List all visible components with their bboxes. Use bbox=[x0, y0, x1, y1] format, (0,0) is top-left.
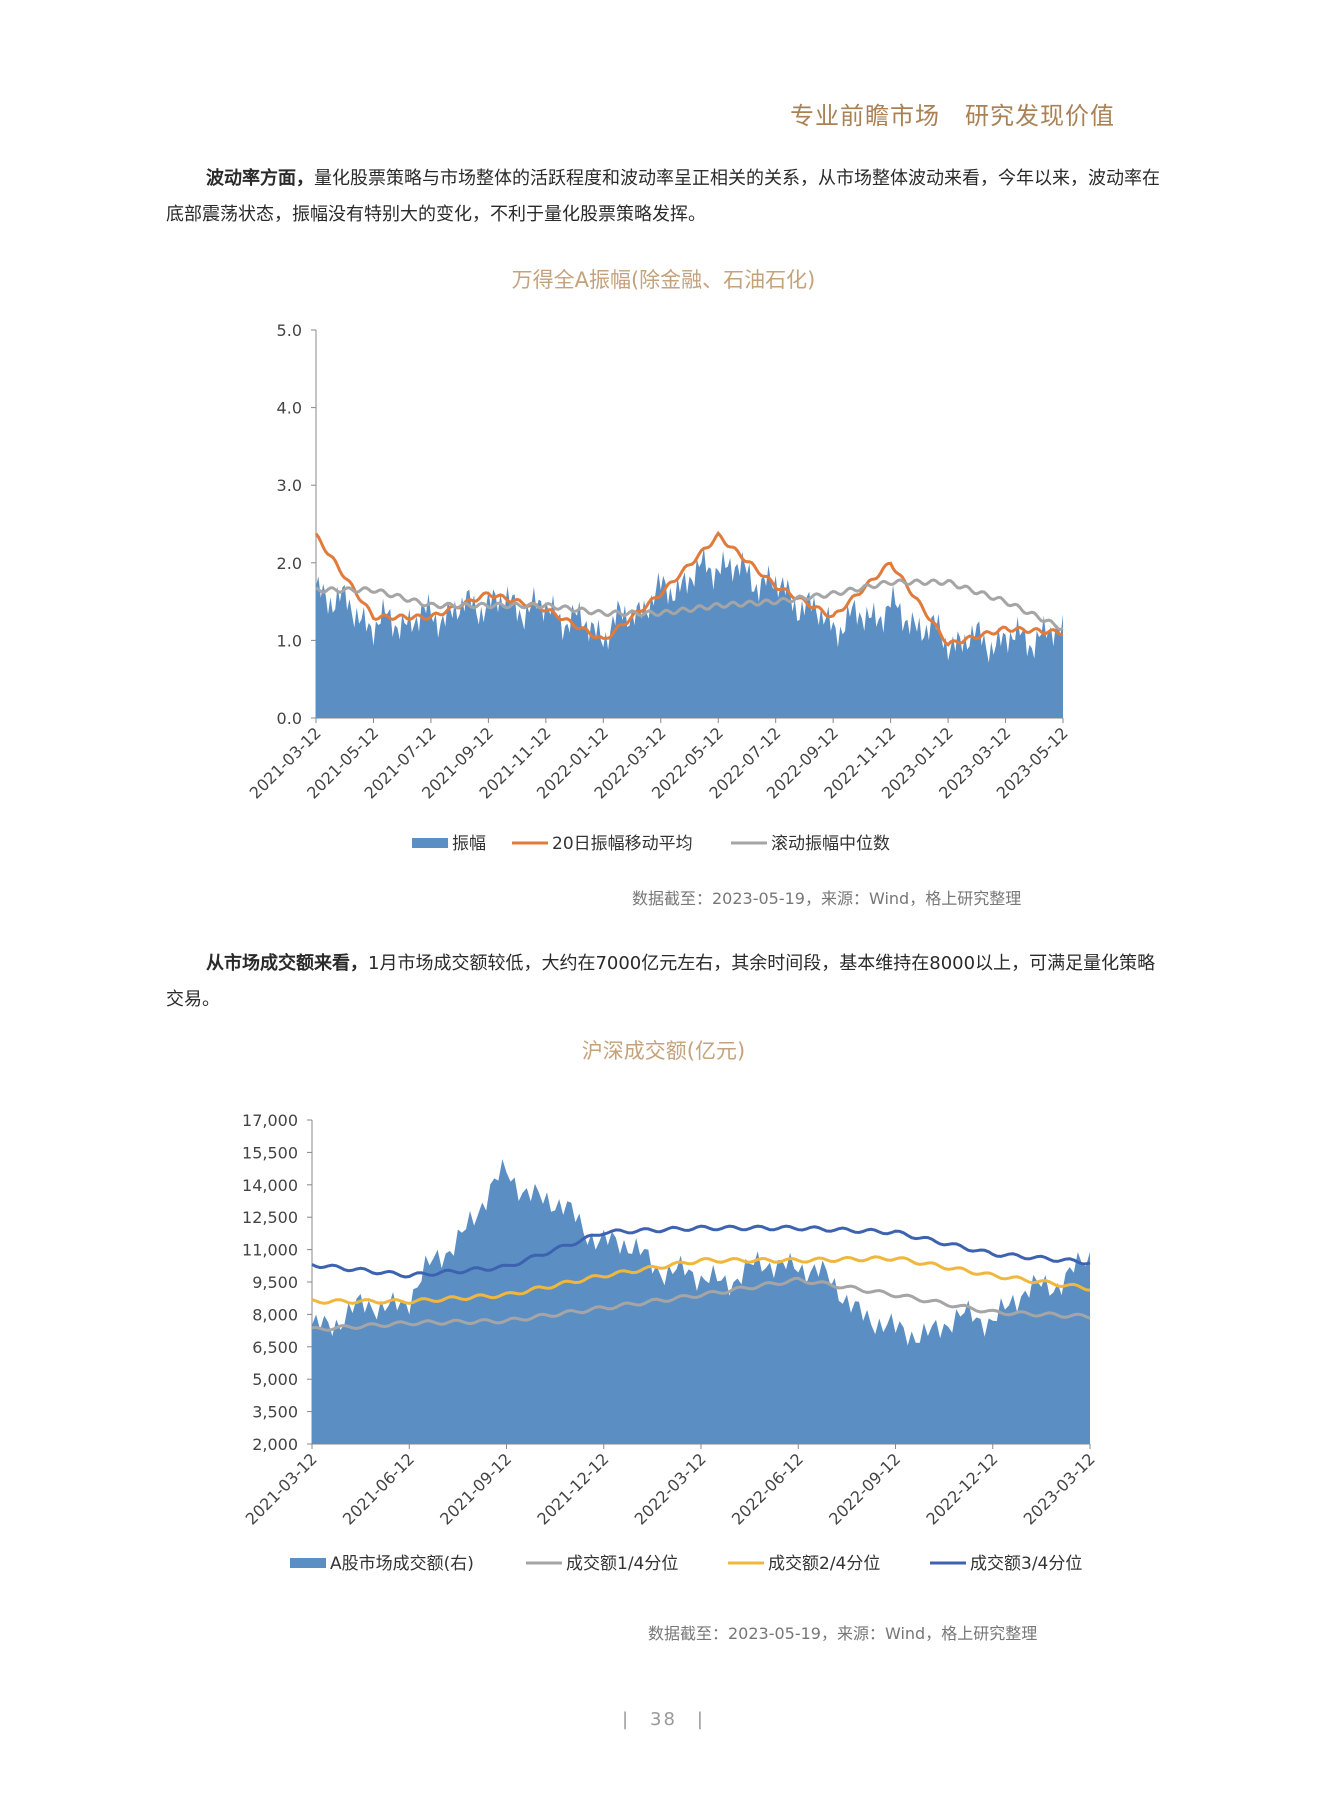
legend-swatch bbox=[290, 1558, 326, 1568]
y-tick-label: 0.0 bbox=[277, 709, 302, 728]
y-tick-label: 4.0 bbox=[277, 399, 302, 418]
series-line-1 bbox=[311, 1276, 1091, 1332]
series-line-1 bbox=[314, 530, 1064, 647]
series-line-3 bbox=[311, 1224, 1091, 1279]
x-tick-label: 2021-06-12 bbox=[339, 1449, 418, 1528]
header-slogan: 专业前瞻市场 研究发现价值 bbox=[790, 102, 1115, 130]
series-area-0 bbox=[312, 1159, 1090, 1444]
x-tick-label: 2022-12-12 bbox=[922, 1449, 1001, 1528]
y-tick-label: 2,000 bbox=[252, 1435, 298, 1454]
x-tick-label: 2021-09-12 bbox=[436, 1449, 515, 1528]
series-line-2 bbox=[315, 578, 1064, 631]
y-tick-label: 11,000 bbox=[242, 1241, 298, 1260]
x-tick-label: 2021-12-12 bbox=[533, 1449, 612, 1528]
chart1-source: 数据截至：2023-05-19，来源：Wind，格上研究整理 bbox=[632, 889, 1022, 908]
y-tick-label: 8,000 bbox=[252, 1305, 298, 1324]
series-area-0 bbox=[316, 547, 1063, 718]
legend-label: 成交额1/4分位 bbox=[566, 1554, 678, 1574]
legend-label: A股市场成交额(右) bbox=[330, 1554, 474, 1574]
legend-label: 振幅 bbox=[452, 834, 486, 854]
paragraph-lead: 波动率方面， bbox=[206, 168, 314, 189]
page-number: | 38 | bbox=[621, 1709, 706, 1730]
series-line-2 bbox=[311, 1255, 1091, 1305]
paragraph-text: 量化股票策略与市场整体的活跃程度和波动率呈正相关的关系，从市场整体波动来看，今年… bbox=[166, 168, 1160, 225]
paragraph-turnover: 从市场成交额来看，1月市场成交额较低，大约在7000亿元左右，其余时间段，基本维… bbox=[166, 946, 1166, 1018]
legend-label: 成交额3/4分位 bbox=[970, 1554, 1082, 1574]
chart2-title: 沪深成交额(亿元) bbox=[581, 1039, 746, 1063]
x-tick-label: 2022-03-12 bbox=[631, 1449, 710, 1528]
y-tick-label: 15,500 bbox=[242, 1143, 298, 1162]
y-tick-label: 9,500 bbox=[252, 1273, 298, 1292]
legend-label: 20日振幅移动平均 bbox=[552, 834, 693, 854]
x-tick-label: 2022-06-12 bbox=[728, 1449, 807, 1528]
y-tick-label: 5,000 bbox=[252, 1370, 298, 1389]
y-tick-label: 2.0 bbox=[277, 554, 302, 573]
y-tick-label: 6,500 bbox=[252, 1338, 298, 1357]
y-tick-label: 3.0 bbox=[277, 476, 302, 495]
y-tick-label: 14,000 bbox=[242, 1176, 298, 1195]
y-tick-label: 17,000 bbox=[242, 1111, 298, 1130]
paragraph-volatility: 波动率方面，量化股票策略与市场整体的活跃程度和波动率呈正相关的关系，从市场整体波… bbox=[166, 161, 1166, 233]
legend-label: 滚动振幅中位数 bbox=[771, 834, 890, 854]
paragraph-lead: 从市场成交额来看， bbox=[206, 953, 368, 974]
legend-swatch bbox=[412, 838, 448, 848]
x-tick-label: 2023-03-12 bbox=[1020, 1449, 1099, 1528]
y-tick-label: 5.0 bbox=[277, 321, 302, 340]
x-tick-label: 2021-03-12 bbox=[242, 1449, 321, 1528]
legend-label: 成交额2/4分位 bbox=[768, 1554, 880, 1574]
chart-turnover: 2,000 3,500 5,000 6,500 8,000 9,500 11,000 12,5… bbox=[242, 1111, 1099, 1574]
chart-amplitude: 0.01.02.03.04.05.02021-03-122021-05-1220… bbox=[246, 321, 1072, 854]
chart1-title: 万得全A振幅(除金融、石油石化) bbox=[511, 268, 816, 292]
y-tick-label: 3,500 bbox=[252, 1403, 298, 1422]
paragraph-text: 1月市场成交额较低，大约在7000亿元左右，其余时间段，基本维持在8000以上，… bbox=[166, 953, 1156, 1010]
x-tick-label: 2022-09-12 bbox=[825, 1449, 904, 1528]
chart2-source: 数据截至：2023-05-19，来源：Wind，格上研究整理 bbox=[648, 1624, 1038, 1643]
y-tick-label: 12,500 bbox=[242, 1208, 298, 1227]
y-tick-label: 1.0 bbox=[277, 631, 302, 650]
